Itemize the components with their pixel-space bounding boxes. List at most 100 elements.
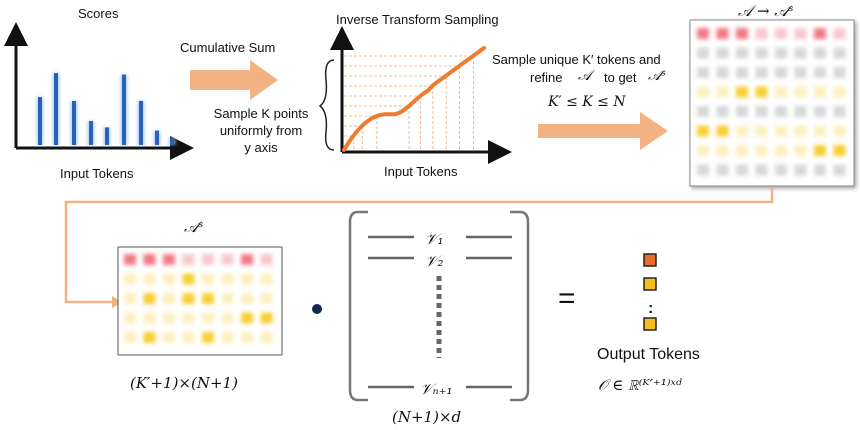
- full-matrix-cell: [833, 47, 846, 59]
- sparse-matrix-cell: [124, 254, 136, 265]
- sparse-matrix-cell: [221, 293, 234, 304]
- sparse-matrix-cell: [163, 332, 175, 343]
- full-matrix-cell: [775, 125, 787, 137]
- sparse-matrix-cell: [182, 293, 195, 304]
- full-matrix-cell: [814, 106, 826, 117]
- full-matrix-cell: [775, 145, 787, 156]
- sparse-matrix-cell: [221, 312, 234, 324]
- full-matrix-cell: [794, 28, 807, 39]
- step-note-as: 𝒜ˢ: [648, 68, 666, 84]
- full-matrix-cell: [697, 106, 709, 117]
- full-matrix-title: 𝒜 → 𝒜ˢ: [738, 2, 794, 20]
- left-bracket: [348, 210, 368, 402]
- connector-arrowhead: [112, 296, 122, 308]
- sparse-matrix-cell: [124, 273, 136, 285]
- its-xlabel: Input Tokens: [384, 164, 458, 179]
- full-matrix-cell: [697, 86, 709, 98]
- sample-note-line2: uniformly from: [219, 123, 303, 138]
- sample-note-line1: Sample K points: [213, 106, 309, 121]
- score-bar: [54, 73, 58, 145]
- full-matrix-frame: [689, 19, 855, 187]
- sparse-matrix-cell: [124, 312, 136, 324]
- full-matrix-cell: [697, 145, 709, 156]
- full-matrix-cell: [716, 106, 729, 117]
- full-matrix-cell: [755, 164, 768, 176]
- full-matrix-cell: [794, 106, 807, 117]
- full-matrix-cell: [775, 86, 787, 98]
- sparse-matrix-cell: [124, 332, 136, 343]
- sparse-matrix-cell: [182, 254, 195, 265]
- sparse-matrix-cell: [202, 254, 214, 265]
- sparse-matrix-cell: [221, 254, 234, 265]
- sparse-matrix-cell: [182, 312, 195, 324]
- full-matrix-cell: [755, 125, 768, 137]
- full-matrix-cell: [755, 67, 768, 78]
- full-matrix-cell: [814, 145, 826, 156]
- full-matrix-cell: [814, 86, 826, 98]
- full-matrix-cell: [833, 28, 846, 39]
- sparse-matrix-cell: [260, 332, 273, 343]
- sparse-matrix-cell: [221, 273, 234, 285]
- full-matrix-cell: [794, 125, 807, 137]
- sparse-matrix-cell: [260, 312, 273, 324]
- cumulative-sum-label: Cumulative Sum: [180, 40, 276, 55]
- its-title: Inverse Transform Sampling: [336, 12, 499, 27]
- refine-arrow: [538, 112, 668, 150]
- sparse-matrix-cell: [163, 293, 175, 304]
- score-bar: [139, 101, 143, 145]
- full-matrix-cell: [716, 145, 729, 156]
- cumsum-arrow: [190, 60, 278, 100]
- step-note-a: 𝒜: [578, 68, 592, 84]
- step-note-line1: Sample unique K′ tokens and: [492, 52, 661, 67]
- full-matrix-cell: [775, 106, 787, 117]
- scores-title: Scores: [78, 6, 119, 21]
- full-matrix-cell: [716, 67, 729, 78]
- full-matrix-cell: [736, 164, 748, 176]
- full-matrix-cell: [775, 47, 787, 59]
- right-bracket: [510, 210, 530, 402]
- cdf-curve: [342, 46, 486, 152]
- full-matrix-cell: [736, 125, 748, 137]
- output-token-2: [643, 277, 657, 291]
- full-matrix-cell: [814, 47, 826, 59]
- sparse-matrix-cell: [182, 273, 195, 285]
- full-matrix-cell: [716, 28, 729, 39]
- full-matrix-cell: [736, 145, 748, 156]
- output-formula: 𝒪 ∈ ℝ⁽ᴷ′⁺¹⁾ˣᵈ: [598, 376, 682, 394]
- sparse-matrix-title: 𝒜ˢ: [184, 218, 204, 236]
- full-matrix-cell: [697, 47, 709, 59]
- full-matrix-cell: [794, 67, 807, 78]
- sparse-matrix-cell: [124, 293, 136, 304]
- connector-line: [64, 187, 774, 304]
- output-ellipsis: :: [648, 300, 654, 317]
- full-matrix-cell: [716, 164, 729, 176]
- full-matrix-cell: [697, 28, 709, 39]
- dot-product-icon: [312, 304, 322, 314]
- sparse-matrix-cell: [143, 293, 156, 304]
- sparse-matrix-cell: [260, 273, 273, 285]
- full-matrix-cell: [697, 164, 709, 176]
- sparse-matrix-cell: [163, 254, 175, 265]
- full-matrix-cell: [833, 125, 846, 137]
- full-matrix-cell: [736, 67, 748, 78]
- output-token-1: [643, 253, 657, 267]
- full-matrix-cell: [794, 47, 807, 59]
- value-vn: 𝒱ₙ₊₁: [420, 380, 453, 398]
- full-matrix-cell: [775, 164, 787, 176]
- full-matrix-cell: [716, 47, 729, 59]
- score-bar: [89, 121, 93, 145]
- full-matrix-cell: [775, 67, 787, 78]
- score-bar: [105, 127, 109, 145]
- sparse-matrix-cell: [241, 254, 253, 265]
- full-matrix-cell: [716, 86, 729, 98]
- full-matrix-cell: [736, 86, 748, 98]
- full-matrix-cell: [697, 67, 709, 78]
- full-matrix-cell: [755, 47, 768, 59]
- sparse-matrix-cell: [143, 254, 156, 265]
- sparse-matrix-cell: [241, 273, 253, 285]
- full-matrix-cell: [716, 125, 729, 137]
- sparse-matrix-cell: [143, 273, 156, 285]
- sparse-matrix-cell: [143, 332, 156, 343]
